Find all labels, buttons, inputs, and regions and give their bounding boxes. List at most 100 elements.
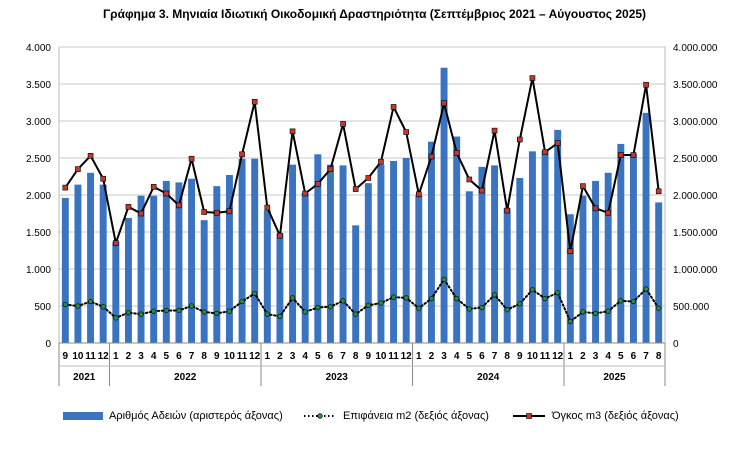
legend-bar-swatch [63,412,103,420]
bars-layer [61,67,663,343]
volume-point [62,184,69,191]
area-point [491,292,498,298]
area-point [403,295,409,301]
month-label: 6 [328,351,334,362]
area-point [252,290,258,297]
month-label: 4 [302,351,308,362]
area-point [416,305,422,311]
volume-point [75,166,81,172]
legend-label-permits: Αριθμός Αδειών (αριστερός άξονας) [109,410,283,422]
volume-point [87,152,94,159]
area-point [454,296,460,302]
month-label: 6 [176,351,182,362]
bar [339,165,347,343]
left-tick-label: 2.500 [26,154,51,165]
volume-point [201,209,207,215]
legend-item-volume: Όγκος m3 (δεξιός άξονας) [512,410,679,422]
volume-point [188,155,195,162]
month-label: 11 [388,351,399,362]
month-label: 1 [416,351,422,362]
area-point [113,315,119,321]
volume-point [479,187,485,194]
month-label: 8 [353,351,359,362]
area-point [87,298,94,305]
bar [150,195,158,343]
volume-point [643,81,649,88]
month-label: 12 [249,351,261,362]
bar [541,150,549,343]
bar [528,151,536,343]
volume-point [264,204,271,211]
bar [579,195,587,343]
volume-point [277,232,283,239]
area-point [580,309,586,315]
bar [213,186,221,343]
legend: Αριθμός Αδειών (αριστερός άξονας) Επιφάν… [0,410,749,430]
volume-point [554,140,561,146]
volume-point [453,150,460,156]
volume-point [138,210,144,217]
bar [326,164,334,343]
bar [440,67,448,343]
legend-label-area: Επιφάνεια m2 (δεξιός άξονας) [343,410,489,422]
area-point [618,298,624,304]
month-label: 9 [517,351,523,362]
volume-point [302,190,308,197]
area-point [176,307,182,314]
right-tick-label: 2.500.000 [673,154,718,165]
bar [415,195,423,343]
left-tick-label: 1.000 [26,265,51,276]
area-point [163,307,169,314]
left-tick-label: 0 [45,339,51,350]
bar [61,197,69,343]
bar [364,183,372,343]
volume-point [416,191,422,198]
month-label: 7 [492,351,498,362]
month-label: 3 [441,351,447,362]
bar [592,180,600,343]
area-point [151,308,157,314]
area-point [365,302,371,308]
volume-point [214,209,220,216]
volume-point [100,175,106,182]
area-point [75,303,81,309]
bar [402,158,410,343]
bar [377,164,385,343]
month-label: 1 [265,351,271,362]
area-point [390,294,397,300]
area-point [542,296,548,302]
area-point [201,309,207,315]
area-point [327,304,334,310]
volume-point [327,166,334,172]
month-label: 9 [214,351,220,362]
month-label: 1 [113,351,119,362]
bar [175,182,183,343]
volume-point [618,152,624,158]
area-point [504,307,510,313]
month-label: 8 [656,351,662,362]
volume-point [239,151,245,158]
right-tick-label: 2.000.000 [673,191,718,202]
volume-point [340,121,346,127]
area-point [264,311,270,317]
left-tick-label: 3.500 [26,80,51,91]
area-point [567,318,573,325]
month-label: 7 [643,351,649,362]
volume-point [491,127,498,134]
area-point [138,311,144,317]
bar [276,233,284,343]
volume-point [352,186,359,192]
area-point [340,298,346,304]
bar [491,165,499,343]
lines-layer [62,75,662,325]
area-point [517,301,523,307]
month-label: 6 [631,351,637,362]
right-tick-label: 4.000.000 [673,43,718,54]
volume-point [289,128,296,135]
area-point [441,276,447,282]
volume-point [315,181,321,187]
volume-point [466,176,473,183]
area-point [226,308,233,314]
bar [554,129,562,343]
